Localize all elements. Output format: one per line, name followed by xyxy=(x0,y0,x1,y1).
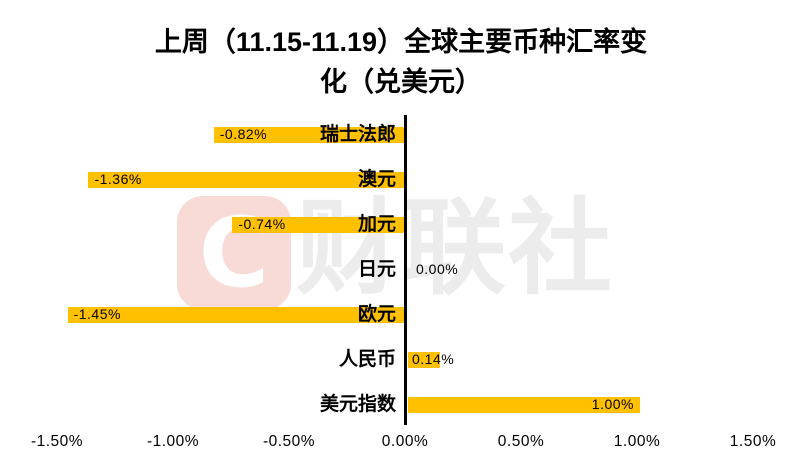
chart-title: 上周（11.15-11.19）全球主要币种汇率变 化（兑美元） xyxy=(0,22,802,102)
value-label: 0.00% xyxy=(416,261,459,277)
logo-letter: C xyxy=(198,197,270,309)
x-tick-label: 0.00% xyxy=(381,433,429,450)
value-label: 0.14% xyxy=(412,351,455,367)
value-label: 1.00% xyxy=(591,396,634,412)
category-label: 澳元 xyxy=(357,169,396,190)
value-label: -1.36% xyxy=(94,171,142,187)
bar xyxy=(232,216,404,233)
cailian-press-logo-icon: C xyxy=(177,196,291,310)
x-tick-label: -1.50% xyxy=(30,433,84,450)
category-label: 人民币 xyxy=(338,349,396,370)
x-axis-tick-labels: -1.50% -1.00% -0.50% 0.00% 0.50% 1.00% 1.50% xyxy=(0,430,802,456)
bar xyxy=(88,171,404,188)
category-label: 加元 xyxy=(357,214,396,235)
bar xyxy=(408,351,440,368)
zero-axis-line xyxy=(404,115,407,425)
bar xyxy=(214,126,404,143)
x-tick-label: 0.50% xyxy=(497,433,545,450)
chart-title-line-1: 上周（11.15-11.19）全球主要币种汇率变 xyxy=(154,27,648,57)
x-tick-label: 1.00% xyxy=(613,433,661,450)
bar xyxy=(408,396,640,413)
category-label: 欧元 xyxy=(357,304,396,325)
bar xyxy=(68,306,404,323)
category-label: 瑞士法郎 xyxy=(319,124,396,145)
chart-title-line-2: 化（兑美元） xyxy=(320,67,482,97)
category-label: 日元 xyxy=(357,259,396,280)
value-label: -0.74% xyxy=(238,216,286,232)
plot-area: 瑞士法郎 -0.82% 澳元 -1.36% 加元 -0.74% 日元 0.00% 欧元 -1.45… xyxy=(0,112,802,428)
x-tick-label: -0.50% xyxy=(262,433,316,450)
watermark-text: 财联社 xyxy=(296,191,615,307)
value-label: -1.45% xyxy=(73,306,121,322)
category-label: 美元指数 xyxy=(319,394,396,415)
value-label: -0.82% xyxy=(219,126,268,142)
x-tick-label: 1.50% xyxy=(729,433,777,450)
x-tick-label: -1.00% xyxy=(146,433,200,450)
